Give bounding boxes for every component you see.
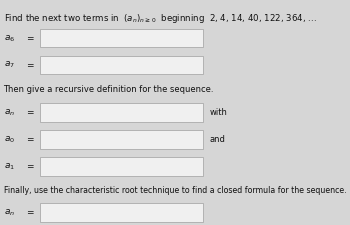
Text: =: = xyxy=(26,61,34,70)
Text: =: = xyxy=(26,108,34,117)
FancyBboxPatch shape xyxy=(40,29,203,47)
Text: $a_n$: $a_n$ xyxy=(4,107,15,118)
FancyBboxPatch shape xyxy=(40,130,203,149)
Text: Find the next two terms in  $(a_n)_{n\geq 0}$  beginning  2, 4, 14, 40, 122, 364: Find the next two terms in $(a_n)_{n\geq… xyxy=(4,12,316,25)
FancyBboxPatch shape xyxy=(40,203,203,222)
Text: Finally, use the characteristic root technique to find a closed formula for the : Finally, use the characteristic root tec… xyxy=(4,186,346,195)
Text: $a_7$: $a_7$ xyxy=(4,60,14,70)
FancyBboxPatch shape xyxy=(40,56,203,74)
Text: $a_0$: $a_0$ xyxy=(4,134,15,145)
Text: =: = xyxy=(26,34,34,43)
Text: =: = xyxy=(26,162,34,171)
Text: =: = xyxy=(26,208,34,217)
Text: $a_6$: $a_6$ xyxy=(4,33,15,43)
FancyBboxPatch shape xyxy=(40,103,203,122)
Text: =: = xyxy=(26,135,34,144)
Text: Then give a recursive definition for the sequence.: Then give a recursive definition for the… xyxy=(4,86,214,94)
Text: with: with xyxy=(210,108,228,117)
Text: $a_n$: $a_n$ xyxy=(4,207,15,218)
FancyBboxPatch shape xyxy=(40,157,203,176)
Text: $a_1$: $a_1$ xyxy=(4,161,14,172)
Text: and: and xyxy=(210,135,226,144)
